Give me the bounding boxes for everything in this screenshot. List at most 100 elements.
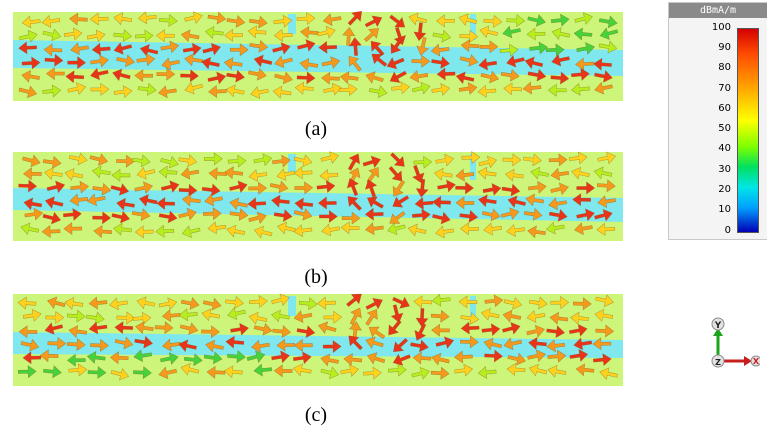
current-arrow [571,82,590,96]
current-arrow [393,338,409,353]
current-arrow [411,54,431,68]
current-arrow [229,43,249,57]
current-arrow [528,363,548,377]
current-arrow [41,14,61,28]
current-arrow [114,336,134,350]
current-arrow [158,297,178,311]
current-arrow [459,209,479,223]
current-arrow [184,81,203,95]
current-arrow [296,12,316,26]
current-arrow [320,151,340,164]
current-arrow [183,353,203,367]
y-axis-arrowhead [713,328,723,336]
current-arrow [274,71,293,85]
current-arrow [68,152,88,166]
current-arrow [432,29,452,43]
current-arrow [90,54,109,68]
current-arrow [525,193,545,207]
current-arrow [299,57,319,71]
current-arrow [248,169,268,182]
current-arrow [223,365,243,379]
current-arrow [42,84,62,98]
current-arrow [298,297,318,311]
current-arrow [545,43,565,57]
current-arrow [550,167,570,181]
current-arrow [507,352,527,366]
current-arrow [483,14,503,28]
current-arrow [277,221,296,235]
current-arrow [225,335,245,349]
current-arrow [321,56,341,69]
current-arrow [436,67,456,81]
current-arrow [293,310,313,324]
current-arrow [322,339,342,353]
current-arrow [86,350,106,364]
current-arrow [67,56,87,70]
current-arrow [22,167,42,181]
current-arrow [390,304,404,323]
current-arrow [184,53,203,67]
current-arrow [90,67,109,81]
current-arrow [340,221,360,235]
current-arrow [227,154,247,168]
current-arrow [17,365,37,379]
current-arrow [341,211,361,225]
current-arrow [70,180,90,194]
current-arrow [137,82,157,96]
current-arrow [458,82,478,95]
current-arrow [319,169,339,182]
current-arrow [501,183,521,197]
current-arrow [87,365,107,379]
y-axis-label: Y [714,321,722,331]
current-arrow [136,166,156,180]
current-arrow [44,322,64,335]
current-arrow [272,325,292,339]
current-arrow [134,29,154,43]
current-arrow [160,180,180,193]
current-arrow [178,207,197,221]
current-arrow [477,366,497,379]
current-arrow [503,296,523,310]
current-arrow [158,14,178,28]
current-arrow [572,193,591,207]
current-arrow [39,349,59,363]
current-arrow [137,11,157,25]
current-arrow [67,82,87,95]
current-arrow [524,56,544,70]
current-arrow [23,197,43,211]
panel-label-b: (b) [304,266,328,288]
legend-tick: 40 [718,143,731,154]
current-arrow [320,353,339,367]
current-arrow [42,211,62,225]
current-arrow [366,352,386,365]
current-arrow [461,151,481,164]
current-arrow [90,82,110,96]
current-arrow [18,179,38,193]
current-arrow [430,43,450,57]
current-arrow [114,321,134,335]
current-arrow [274,55,293,69]
current-arrow [202,297,222,311]
current-arrow [132,311,152,325]
current-arrow [435,225,454,239]
current-arrow [294,81,314,95]
current-arrow [41,225,61,239]
current-arrow [386,57,405,70]
current-arrow [504,168,524,182]
current-arrow [458,295,478,309]
current-arrow [45,311,65,325]
current-arrow [201,56,220,70]
current-arrow [594,208,613,222]
current-arrow [113,85,133,99]
current-arrow [249,39,269,53]
current-arrow [180,69,199,83]
current-arrow [91,165,111,179]
current-arrow [455,181,474,195]
current-arrow [272,154,291,168]
current-arrow [253,54,273,68]
current-arrow [339,71,359,84]
current-arrow [506,54,525,68]
current-arrow [20,222,40,236]
current-arrow [595,294,614,308]
current-arrow [204,26,224,39]
